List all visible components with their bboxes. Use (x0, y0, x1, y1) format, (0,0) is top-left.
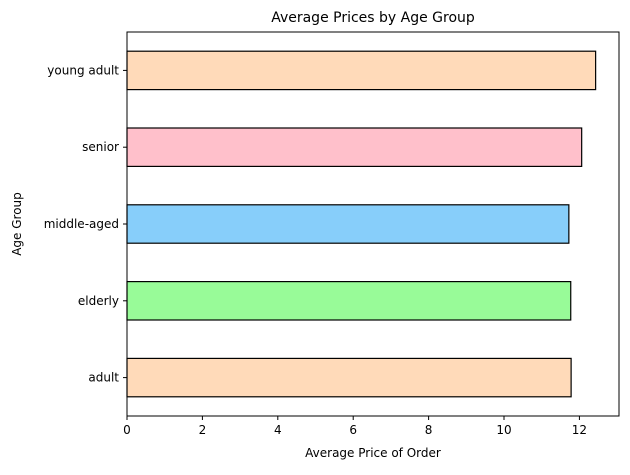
y-tick-label: adult (88, 371, 119, 385)
x-tick-label: 4 (274, 423, 282, 437)
y-tick-label: elderly (78, 294, 119, 308)
x-tick-label: 12 (572, 423, 587, 437)
y-tick-label: senior (82, 140, 119, 154)
bar-middle-aged (126, 204, 570, 244)
x-axis-label: Average Price of Order (305, 446, 441, 460)
bar-adult (126, 357, 572, 398)
y-tick-label: young adult (47, 63, 119, 77)
bar-young-adult (126, 50, 597, 91)
x-tick-label: 0 (123, 423, 131, 437)
y-axis-label: Age Group (10, 192, 24, 256)
x-tick-label: 2 (199, 423, 207, 437)
chart-title: Average Prices by Age Group (271, 10, 475, 26)
x-tick-label: 8 (425, 423, 433, 437)
bar-elderly (126, 281, 572, 321)
plot-area: adult elderly middle-aged senior young adult… (44, 31, 620, 437)
plot-frame (126, 31, 620, 417)
bar-senior (126, 127, 583, 168)
y-tick-label: middle-aged (44, 217, 119, 231)
x-tick-label: 6 (349, 423, 357, 437)
x-tick-label: 10 (496, 423, 511, 437)
